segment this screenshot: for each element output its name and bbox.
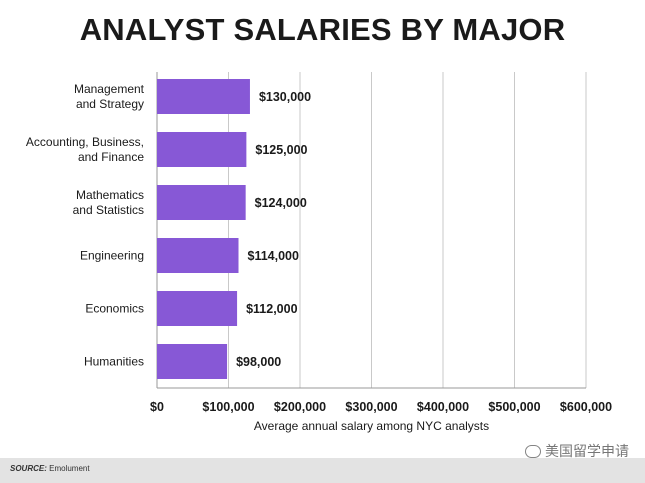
bar-value-label: $114,000: [248, 249, 299, 263]
source-text: Emolument: [49, 464, 90, 473]
watermark: 美国留学申请: [525, 441, 629, 461]
bar: [157, 185, 246, 220]
category-label: Management and Strategy: [74, 82, 145, 111]
bar-value-label: $125,000: [255, 143, 307, 157]
value-labels: $130,000 $125,000 $124,000 $114,000 $112,000…: [236, 90, 311, 369]
footer-bar: SOURCE: Emolument: [0, 458, 645, 483]
bar-value-label: $130,000: [259, 90, 311, 104]
bar: [157, 238, 239, 273]
x-tick-label: $0: [150, 400, 164, 414]
bar-value-label: $112,000: [246, 302, 297, 316]
x-tick-label: $400,000: [417, 400, 469, 414]
x-tick-label: $500,000: [488, 400, 540, 414]
x-axis-title: Average annual salary among NYC analysts: [254, 419, 489, 433]
x-tick-label: $100,000: [202, 400, 254, 414]
x-tick-label: $200,000: [274, 400, 326, 414]
bar: [157, 132, 247, 167]
wechat-icon: [525, 444, 541, 458]
bar-value-label: $98,000: [236, 355, 281, 369]
source-note: SOURCE: Emolument: [10, 464, 90, 473]
category-label: Economics: [85, 302, 144, 316]
chart-title: ANALYST SALARIES BY MAJOR: [79, 12, 566, 47]
category-label: Humanities: [84, 355, 144, 369]
category-label: Mathematics and Statistics: [73, 188, 144, 217]
bar: [157, 291, 238, 326]
x-tick-label: $600,000: [560, 400, 612, 414]
watermark-text: 美国留学申请: [545, 443, 629, 459]
x-tick-labels: $0 $100,000 $200,000 $300,000 $400,000 $500,0…: [150, 400, 612, 414]
category-label: Engineering: [80, 249, 144, 263]
grid-lines: [156, 72, 587, 389]
bar: [157, 344, 228, 379]
category-labels: Management and Strategy Accounting, Busine…: [26, 82, 145, 369]
bar: [157, 79, 250, 114]
x-tick-label: $300,000: [345, 400, 397, 414]
bar-value-label: $124,000: [255, 196, 307, 210]
category-label: Accounting, Business, and Finance: [26, 135, 144, 164]
source-label: SOURCE:: [10, 464, 47, 473]
bars: [157, 79, 250, 379]
